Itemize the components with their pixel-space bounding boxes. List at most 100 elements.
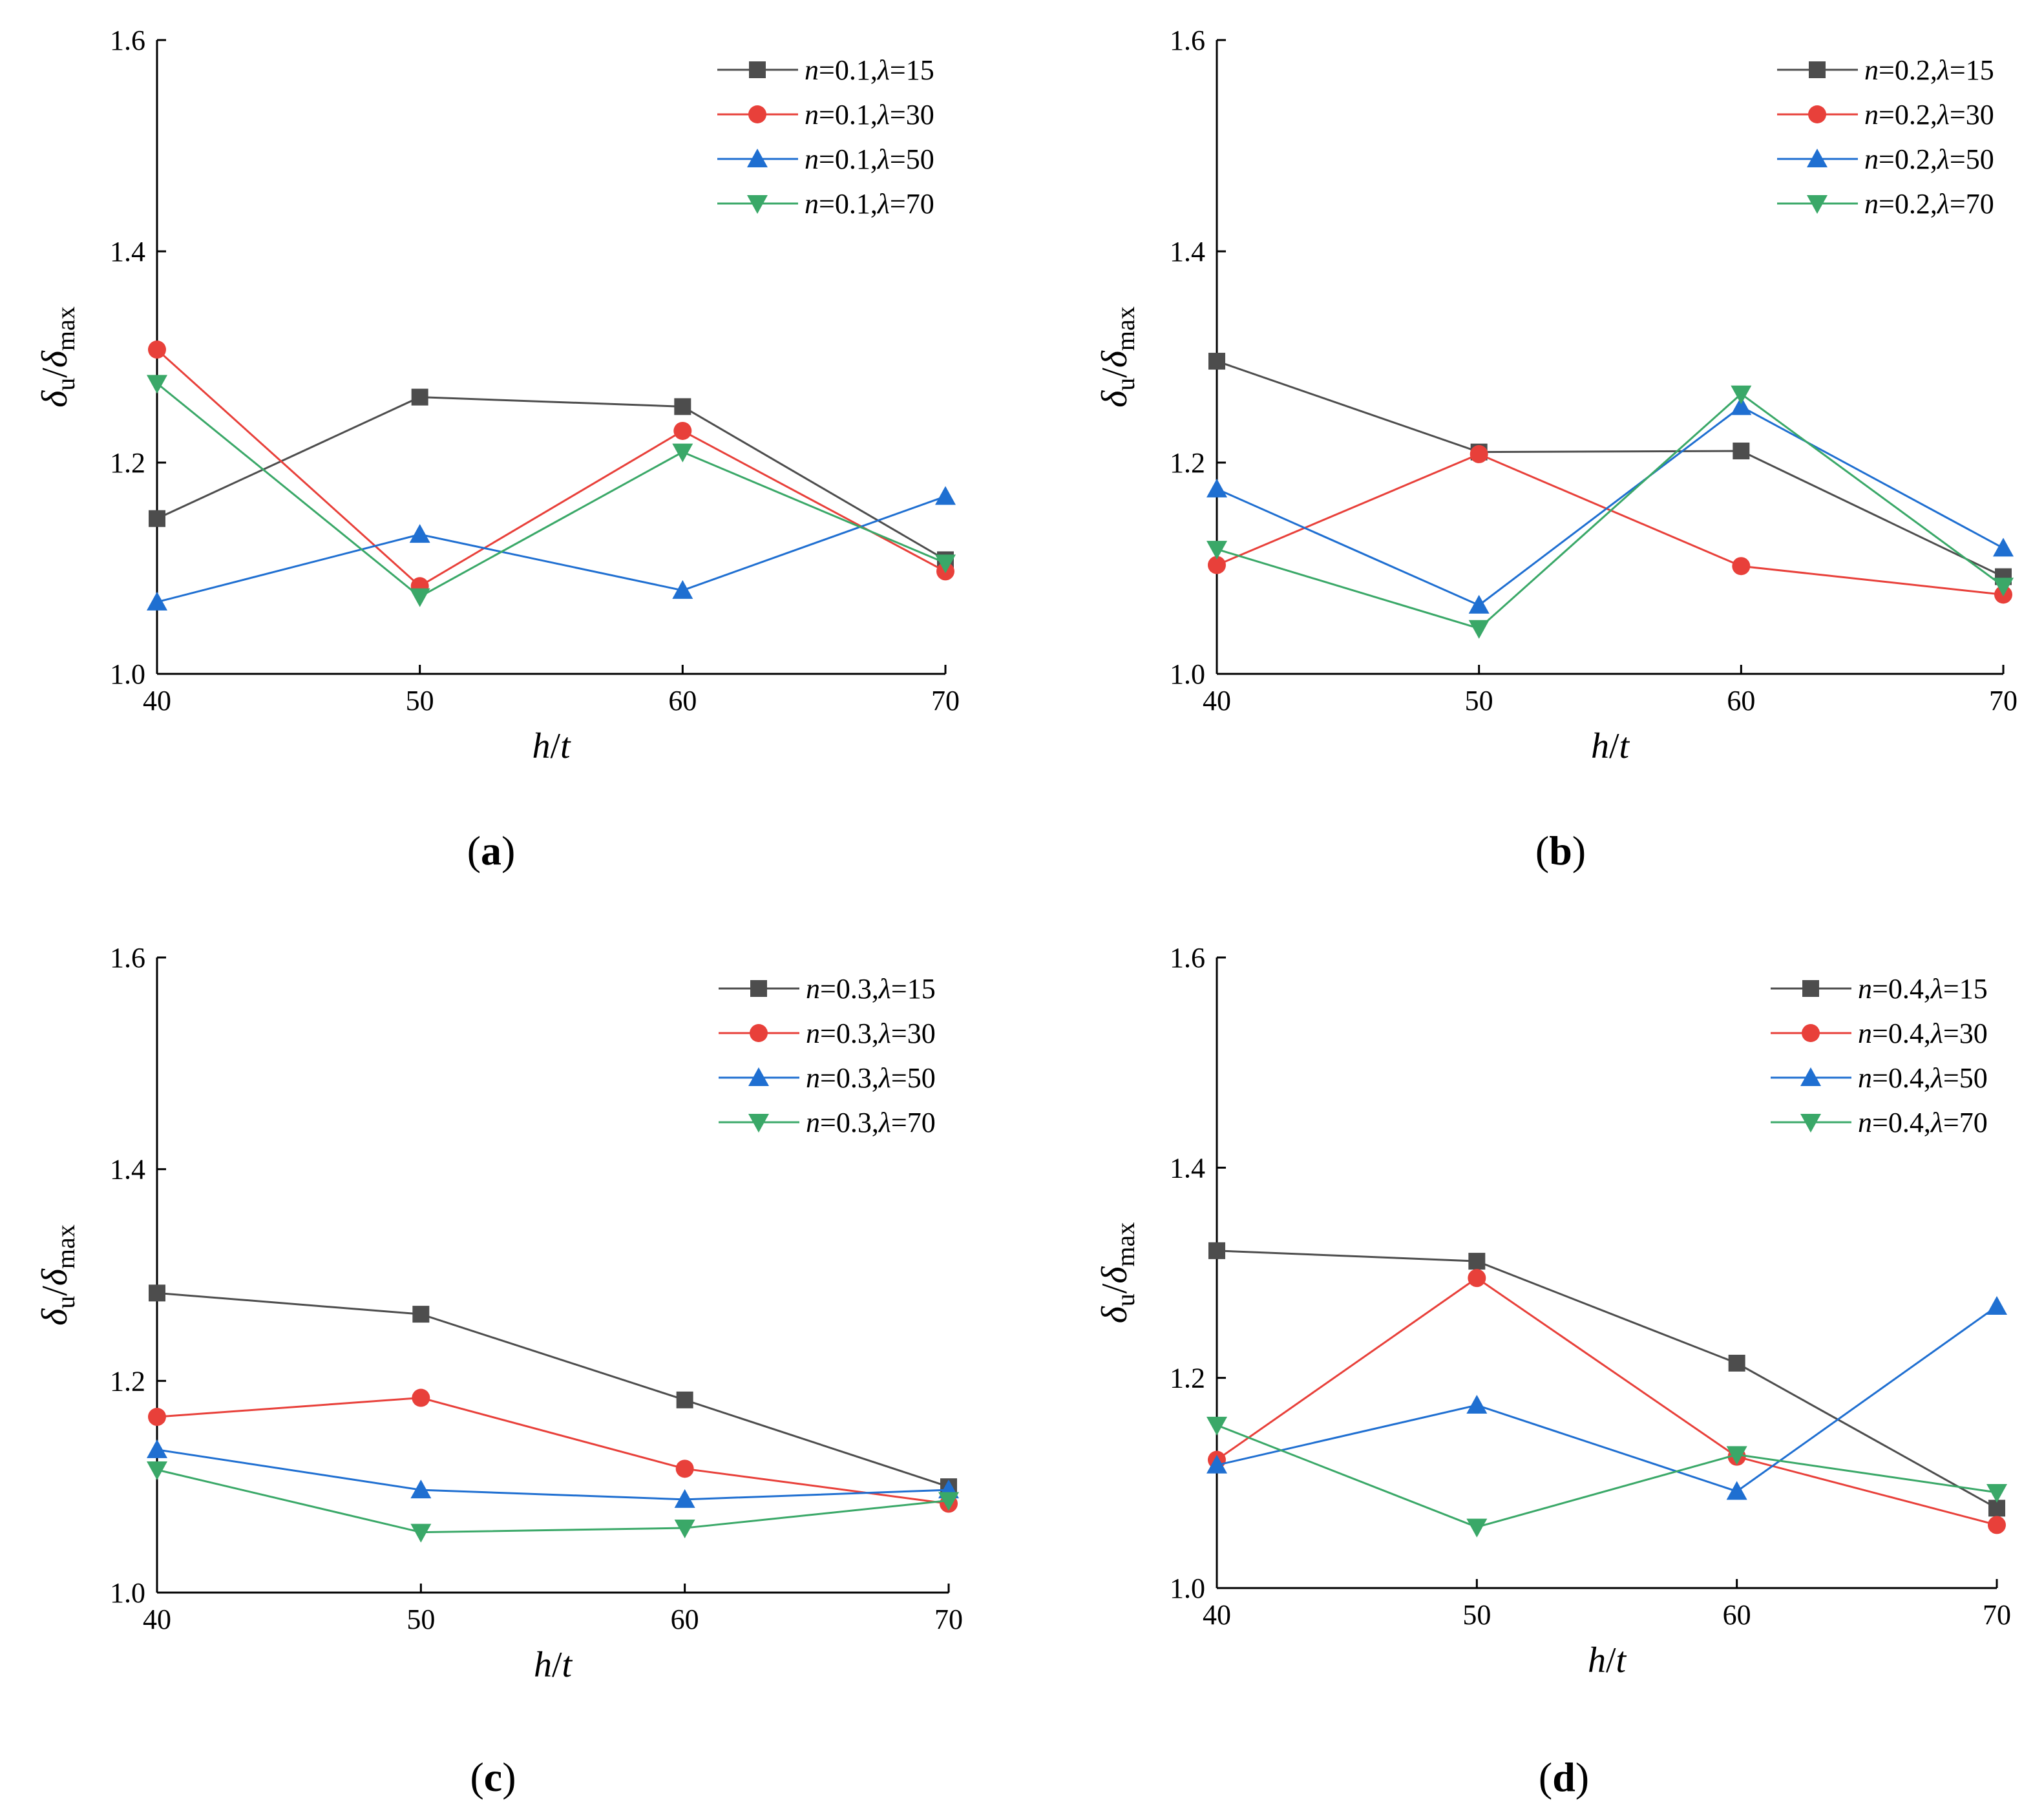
data-point bbox=[147, 591, 167, 611]
chart-panel-b: 1.0 1.2 1.4 1.6 40 50 60 70 h/t δu/δmax n=0.2,λ=15… bbox=[1095, 25, 2018, 873]
data-point bbox=[147, 375, 167, 394]
x-tick-label: 40 bbox=[1203, 685, 1231, 716]
data-point bbox=[1468, 1269, 1486, 1288]
data-point bbox=[1470, 445, 1488, 463]
y-tick-label: 1.0 bbox=[110, 658, 145, 690]
data-point bbox=[1206, 1454, 1227, 1474]
chart-panel-a: 1.0 1.2 1.4 1.6 40 50 60 70 h/t δu/δmax n=0.1,λ=15… bbox=[35, 25, 960, 873]
x-tick-label: 70 bbox=[1983, 1599, 2011, 1631]
y-tick-label: 1.6 bbox=[1170, 942, 1205, 974]
data-point bbox=[675, 1459, 694, 1478]
y-tick-label: 1.6 bbox=[110, 25, 145, 56]
legend-marker bbox=[749, 61, 766, 78]
y-axis-title: δu/δmax bbox=[1095, 1222, 1140, 1324]
data-point bbox=[1731, 385, 1752, 404]
legend-label: n=0.2,λ=30 bbox=[1864, 99, 1994, 131]
y-tick-label: 1.4 bbox=[1170, 1152, 1205, 1184]
data-point bbox=[409, 524, 430, 543]
legend-label: n=0.3,λ=30 bbox=[806, 1018, 936, 1049]
series-line-3 bbox=[156, 1469, 949, 1534]
legend-label: n=0.1,λ=50 bbox=[805, 143, 934, 175]
data-point bbox=[1986, 1483, 2007, 1503]
y-tick-label: 1.6 bbox=[110, 942, 145, 974]
legend-label: n=0.4,λ=70 bbox=[1858, 1107, 1988, 1138]
data-point bbox=[1728, 1354, 1745, 1372]
legend-label: n=0.1,λ=15 bbox=[805, 54, 934, 86]
x-axis-title: h/t bbox=[534, 1645, 573, 1685]
legend-marker bbox=[750, 1024, 768, 1042]
data-point bbox=[1726, 1446, 1747, 1465]
y-axis-title: δu/δmax bbox=[1095, 306, 1140, 408]
x-axis-title: h/t bbox=[532, 726, 571, 766]
data-point bbox=[410, 1523, 432, 1543]
data-point bbox=[1468, 594, 1490, 614]
x-tick-label: 40 bbox=[1203, 1599, 1231, 1631]
data-point bbox=[1731, 396, 1752, 415]
data-point bbox=[674, 1520, 695, 1539]
data-point bbox=[672, 580, 693, 599]
legend-label: n=0.2,λ=50 bbox=[1864, 143, 1994, 175]
legend-label: n=0.3,λ=15 bbox=[806, 973, 936, 1005]
data-point bbox=[1206, 541, 1227, 560]
data-point bbox=[674, 1489, 695, 1508]
legend-marker bbox=[1802, 1024, 1820, 1042]
data-point bbox=[1466, 1518, 1488, 1538]
legend-label: n=0.4,λ=15 bbox=[1858, 973, 1988, 1005]
legend-label: n=0.4,λ=50 bbox=[1858, 1062, 1988, 1094]
series-line-2 bbox=[1216, 405, 2004, 607]
series-line-1 bbox=[156, 348, 946, 588]
x-tick-label: 50 bbox=[406, 1604, 435, 1635]
data-point bbox=[1208, 1242, 1225, 1259]
series-line-1 bbox=[1216, 453, 2004, 596]
legend-label: n=0.3,λ=50 bbox=[806, 1062, 936, 1094]
data-point bbox=[673, 421, 692, 440]
x-tick-label: 50 bbox=[1462, 1599, 1491, 1631]
series-line-0 bbox=[156, 396, 946, 561]
legend-marker bbox=[1807, 149, 1828, 167]
series-line-3 bbox=[156, 382, 946, 598]
legend-marker bbox=[747, 195, 768, 214]
data-point bbox=[1208, 556, 1226, 574]
data-point bbox=[149, 1284, 165, 1302]
series-line-2 bbox=[1216, 1305, 1997, 1493]
series-line-3 bbox=[1216, 1424, 1997, 1529]
panel-label: (b) bbox=[1535, 828, 1586, 873]
x-axis-title: h/t bbox=[1588, 1640, 1627, 1680]
data-point bbox=[1208, 353, 1225, 370]
y-tick-label: 1.2 bbox=[1170, 1363, 1205, 1394]
data-point bbox=[1206, 1416, 1227, 1436]
data-point bbox=[676, 1391, 693, 1408]
legend-marker bbox=[748, 1067, 769, 1086]
data-point bbox=[1733, 443, 1750, 460]
x-tick-label: 60 bbox=[1727, 685, 1755, 716]
y-tick-label: 1.6 bbox=[1170, 25, 1205, 56]
panel-label: (c) bbox=[470, 1754, 516, 1800]
data-point bbox=[938, 1492, 959, 1511]
data-point bbox=[412, 1306, 430, 1323]
data-point bbox=[1206, 478, 1227, 497]
y-axis-title: δu/δmax bbox=[35, 306, 80, 408]
x-tick-label: 60 bbox=[671, 1604, 699, 1635]
data-point bbox=[411, 388, 428, 406]
data-point bbox=[147, 1461, 167, 1480]
y-tick-label: 1.4 bbox=[110, 236, 145, 267]
x-tick-label: 60 bbox=[1723, 1599, 1751, 1631]
panel-label: (d) bbox=[1539, 1754, 1589, 1800]
legend-marker bbox=[1809, 61, 1826, 78]
x-axis-title: h/t bbox=[1591, 726, 1630, 766]
legend-marker bbox=[748, 105, 766, 123]
series-line-2 bbox=[156, 495, 946, 603]
legend-label: n=0.1,λ=70 bbox=[805, 188, 934, 220]
data-point bbox=[935, 486, 956, 505]
data-point bbox=[1466, 1394, 1488, 1414]
y-tick-label: 1.0 bbox=[1170, 658, 1205, 690]
chart-panel-c: 1.0 1.2 1.4 1.6 40 50 60 70 h/t δu/δmax n=0.3,λ=15… bbox=[35, 942, 963, 1800]
legend-marker bbox=[1800, 1067, 1821, 1086]
series-line-0 bbox=[156, 1292, 949, 1488]
data-point bbox=[1732, 557, 1751, 576]
data-point bbox=[672, 443, 693, 463]
x-tick-label: 60 bbox=[668, 685, 697, 716]
data-point bbox=[409, 588, 430, 607]
data-point bbox=[410, 1480, 432, 1499]
